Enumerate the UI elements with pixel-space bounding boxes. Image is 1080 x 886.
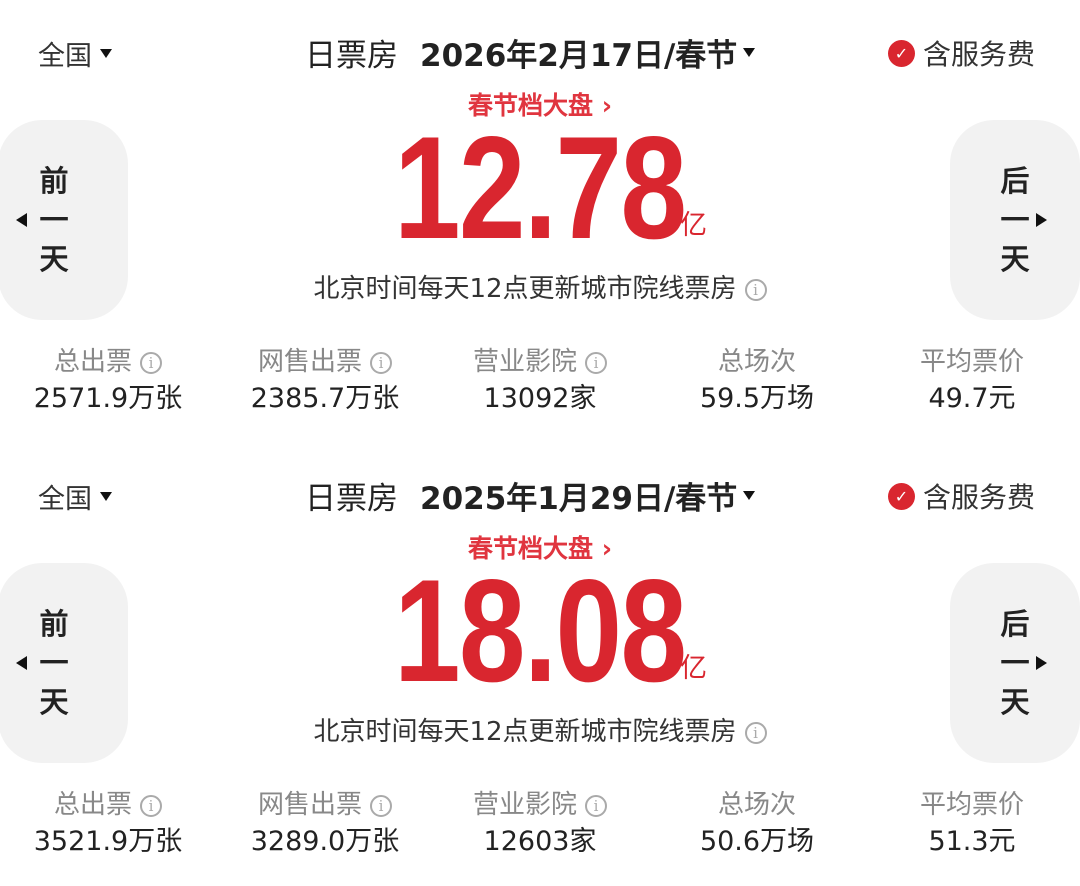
update-note: 北京时间每天12点更新城市院线票房 i	[0, 711, 1080, 748]
stat-online-tickets: 网售出票 i 3289.0万张	[215, 787, 435, 861]
box-office-amount: 12.78	[0, 106, 1080, 269]
stat-label: 平均票价	[919, 347, 1024, 377]
stat-screenings: 总场次 59.5万场	[647, 344, 867, 418]
amount-unit: 亿	[680, 210, 707, 241]
stat-value: 3289.0万张	[250, 826, 400, 857]
service-fee-label: 含服务费	[923, 481, 1036, 514]
region-label: 全国	[38, 41, 92, 72]
info-icon[interactable]: i	[140, 794, 162, 817]
service-fee-label: 含服务费	[923, 38, 1036, 71]
title-bar: 日票房 2025年1月29日/春节	[305, 473, 756, 518]
label-char: 前	[39, 163, 69, 198]
box-office-amount: 18.08	[0, 549, 1080, 712]
label-char: 前	[39, 606, 69, 641]
previous-day-button[interactable]: 前 一 天	[0, 563, 128, 763]
stat-value: 12603家	[483, 826, 597, 857]
box-office-panel: 全国 日票房 2026年2月17日/春节 ✓ 含服务费 春节档大盘 › 12.7…	[0, 30, 1080, 418]
stat-value: 2571.9万张	[33, 383, 183, 414]
caret-down-icon	[743, 491, 756, 500]
arrow-left-icon	[16, 656, 27, 670]
label-char: 天	[39, 241, 69, 276]
region-selector[interactable]: 全国	[38, 477, 112, 516]
label-char: 一	[1000, 645, 1030, 680]
label-char: 后	[1000, 163, 1030, 198]
date-label: 2025年1月29日/春节	[420, 481, 738, 517]
stat-value: 51.3元	[928, 826, 1016, 857]
spring-festival-link[interactable]: 春节档大盘 ›	[467, 91, 612, 120]
info-icon[interactable]: i	[140, 351, 162, 374]
box-office-panel: 全国 日票房 2025年1月29日/春节 ✓ 含服务费 春节档大盘 › 18.0…	[0, 443, 1080, 886]
stat-label: 总场次	[717, 790, 796, 820]
info-icon[interactable]: i	[585, 794, 607, 817]
stat-value: 49.7元	[928, 383, 1016, 414]
service-fee-toggle[interactable]: ✓ 含服务费	[888, 476, 1035, 516]
label-char: 一	[1000, 202, 1030, 237]
stat-label: 营业影院	[472, 347, 577, 377]
date-selector[interactable]: 2025年1月29日/春节	[420, 473, 756, 518]
stat-label: 网售出票	[257, 347, 362, 377]
stat-avg-price: 平均票价 49.7元	[862, 344, 1080, 418]
label-char: 天	[1000, 241, 1030, 276]
update-note: 北京时间每天12点更新城市院线票房 i	[0, 268, 1080, 305]
title-bar: 日票房 2026年2月17日/春节	[305, 30, 756, 75]
previous-day-label: 前 一 天	[39, 162, 69, 279]
previous-day-label: 前 一 天	[39, 605, 69, 722]
info-icon[interactable]: i	[585, 351, 607, 374]
stat-cinemas: 营业影院 i 12603家	[430, 787, 650, 861]
stat-label: 平均票价	[919, 790, 1024, 820]
arrow-right-icon	[1036, 213, 1047, 227]
label-char: 天	[1000, 684, 1030, 719]
label-char: 后	[1000, 606, 1030, 641]
caret-down-icon	[100, 492, 112, 501]
region-selector[interactable]: 全国	[38, 34, 112, 73]
label-char: 一	[39, 202, 69, 237]
stat-online-tickets: 网售出票 i 2385.7万张	[215, 344, 435, 418]
info-icon[interactable]: i	[370, 794, 392, 817]
stat-screenings: 总场次 50.6万场	[647, 787, 867, 861]
caret-down-icon	[100, 49, 112, 58]
stat-value: 50.6万场	[699, 826, 815, 857]
amount-unit: 亿	[680, 653, 707, 684]
update-note-text: 北京时间每天12点更新城市院线票房	[313, 274, 737, 304]
stat-avg-price: 平均票价 51.3元	[862, 787, 1080, 861]
stat-total-tickets: 总出票 i 2571.9万张	[0, 344, 218, 418]
check-circle-icon: ✓	[888, 39, 915, 67]
info-icon[interactable]: i	[744, 278, 767, 301]
service-fee-toggle[interactable]: ✓ 含服务费	[888, 33, 1035, 73]
stat-value: 13092家	[483, 383, 597, 414]
stat-value: 2385.7万张	[250, 383, 400, 414]
next-day-button[interactable]: 后 一 天	[950, 120, 1080, 320]
amount-value: 18.08	[394, 549, 687, 712]
stat-value: 3521.9万张	[33, 826, 183, 857]
region-label: 全国	[38, 484, 92, 515]
date-label: 2026年2月17日/春节	[420, 38, 738, 74]
label-char: 一	[39, 645, 69, 680]
update-note-text: 北京时间每天12点更新城市院线票房	[313, 717, 737, 747]
stat-label: 总场次	[717, 347, 796, 377]
spring-festival-link[interactable]: 春节档大盘 ›	[467, 534, 612, 563]
page-title: 日票房	[305, 481, 398, 517]
previous-day-button[interactable]: 前 一 天	[0, 120, 128, 320]
info-icon[interactable]: i	[744, 721, 767, 744]
stat-label: 总出票	[53, 790, 132, 820]
label-char: 天	[39, 684, 69, 719]
stat-value: 59.5万场	[699, 383, 815, 414]
arrow-left-icon	[16, 213, 27, 227]
amount-value: 12.78	[394, 106, 687, 269]
stat-label: 营业影院	[472, 790, 577, 820]
arrow-right-icon	[1036, 656, 1047, 670]
stat-total-tickets: 总出票 i 3521.9万张	[0, 787, 218, 861]
date-selector[interactable]: 2026年2月17日/春节	[420, 30, 756, 75]
page-title: 日票房	[305, 38, 398, 74]
next-day-label: 后 一 天	[1000, 605, 1030, 722]
next-day-label: 后 一 天	[1000, 162, 1030, 279]
caret-down-icon	[743, 48, 756, 57]
stat-label: 网售出票	[257, 790, 362, 820]
stat-label: 总出票	[53, 347, 132, 377]
info-icon[interactable]: i	[370, 351, 392, 374]
next-day-button[interactable]: 后 一 天	[950, 563, 1080, 763]
check-circle-icon: ✓	[888, 482, 915, 510]
stat-cinemas: 营业影院 i 13092家	[430, 344, 650, 418]
